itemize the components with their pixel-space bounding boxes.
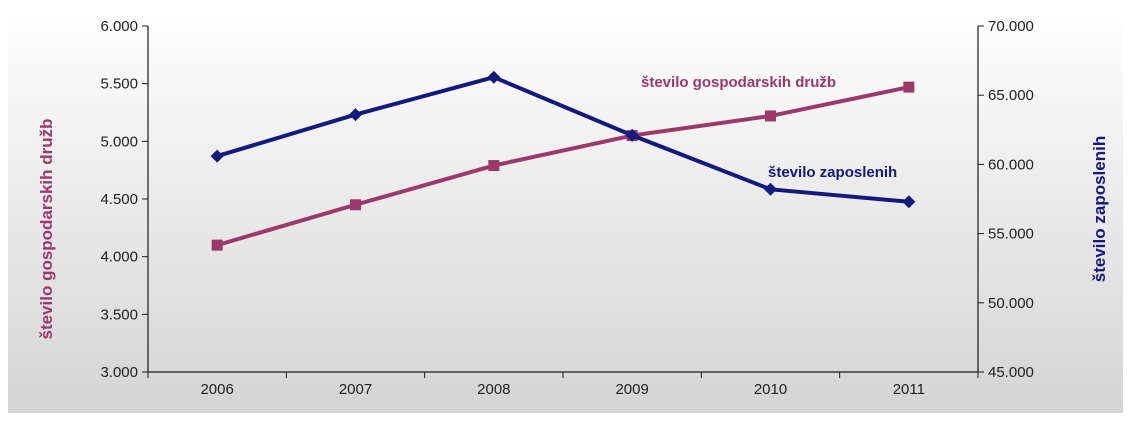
left-axis-title: število gospodarskih družb	[37, 118, 56, 339]
x-tick-label: 2010	[754, 381, 787, 398]
data-point-employees	[349, 108, 362, 122]
data-point-companies	[765, 110, 776, 122]
series-label-companies: število gospodarskih družb	[641, 74, 836, 91]
left-tick-label: 5.500	[100, 76, 138, 93]
x-tick-label: 2006	[200, 381, 233, 398]
x-tick-label: 2007	[339, 381, 372, 398]
left-tick-label: 5.000	[100, 133, 138, 150]
data-point-employees	[210, 149, 224, 163]
left-tick-label: 3.500	[100, 306, 138, 323]
right-tick-label: 70.000	[988, 18, 1034, 35]
data-point-companies	[211, 239, 223, 251]
x-tick-label: 2008	[477, 381, 510, 398]
data-point-companies	[350, 199, 361, 211]
series-line-companies	[216, 85, 910, 248]
left-tick-label: 3.000	[100, 364, 138, 381]
right-tick-label: 50.000	[988, 295, 1034, 312]
right-tick-label: 45.000	[988, 364, 1034, 381]
right-tick-label: 55.000	[988, 226, 1034, 243]
x-tick-label: 2009	[615, 381, 648, 398]
right-tick-label: 65.000	[988, 87, 1034, 104]
right-tick-label: 60.000	[988, 156, 1034, 173]
x-tick-label: 2011	[893, 381, 925, 398]
right-axis-title: število zaposlenih	[1090, 136, 1109, 282]
data-point-employees	[902, 195, 916, 209]
left-tick-label: 4.000	[100, 249, 138, 266]
chart-background	[8, 8, 1123, 413]
series-line-employees	[216, 75, 910, 204]
data-point-companies	[488, 160, 500, 172]
left-tick-label: 6.000	[100, 18, 138, 35]
data-point-employees	[487, 70, 501, 84]
data-point-companies	[903, 81, 915, 93]
series-label-employees: število zaposlenih	[768, 164, 897, 181]
left-tick-label: 4.500	[100, 191, 138, 208]
data-point-employees	[764, 182, 777, 196]
data-point-employees	[625, 128, 639, 142]
